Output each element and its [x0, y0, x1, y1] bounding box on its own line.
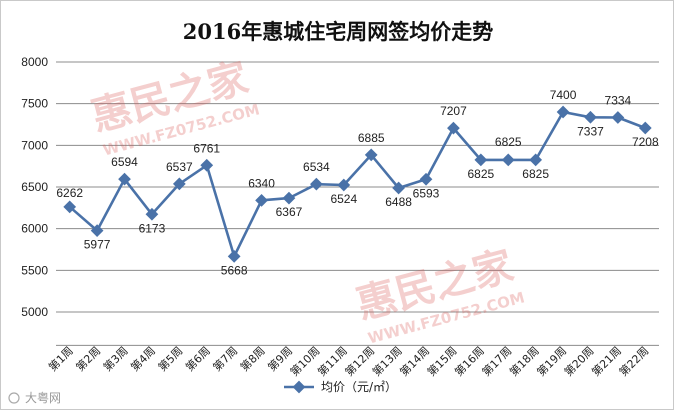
data-label: 6594: [111, 155, 138, 169]
x-tick-label: 第16周: [452, 344, 487, 379]
data-label: 6885: [358, 131, 385, 145]
data-point: [63, 200, 77, 214]
data-label: 6825: [495, 135, 522, 149]
legend-label: 均价（元/㎡）: [321, 380, 397, 394]
x-tick-label: 第3周: [100, 344, 130, 374]
x-tick-label: 第14周: [397, 344, 432, 379]
x-tick-label: 第4周: [128, 344, 158, 374]
data-point: [200, 158, 214, 172]
x-tick-label: 第20周: [561, 344, 596, 379]
source-logo: 大粤网: [8, 390, 61, 405]
source-logo-icon: [8, 392, 20, 404]
data-point: [145, 207, 159, 221]
data-label: 6761: [193, 141, 220, 155]
data-point: [419, 172, 433, 186]
x-tick-label: 第12周: [342, 344, 377, 379]
y-tick-label: 8000: [21, 55, 48, 69]
y-tick-label: 5000: [21, 305, 48, 319]
x-tick-label: 第11周: [315, 344, 350, 379]
data-point: [611, 111, 625, 124]
data-label: 6367: [276, 205, 303, 219]
data-point: [310, 177, 323, 191]
source-text: 大粤网: [25, 390, 61, 405]
data-label: 7207: [440, 104, 467, 118]
x-tick-label: 第1周: [45, 344, 75, 374]
data-label: 7337: [577, 124, 604, 138]
gridlines: [56, 61, 659, 346]
x-tick-label: 第10周: [287, 344, 322, 379]
data-label: 6537: [166, 160, 193, 174]
x-tick-label: 第18周: [506, 344, 541, 379]
data-label: 7334: [605, 94, 632, 108]
x-tick-label: 第7周: [210, 344, 240, 374]
chart-title: 2016年惠城住宅周网签均价走势: [183, 19, 493, 44]
data-label: 6825: [522, 167, 549, 181]
x-axis-tick-labels: 第1周第2周第3周第4周第5周第6周第7周第8周第9周第10周第11周第12周第…: [45, 344, 651, 379]
data-point: [584, 110, 597, 124]
legend: 均价（元/㎡）: [284, 380, 397, 394]
data-label: 6534: [303, 160, 330, 174]
data-point: [501, 153, 515, 167]
x-tick-label: 第6周: [182, 344, 212, 374]
y-tick-label: 6500: [21, 180, 48, 194]
legend-marker-icon: [292, 380, 306, 394]
data-point: [638, 121, 652, 135]
data-label: 6262: [56, 186, 83, 200]
x-tick-label: 第19周: [534, 344, 569, 379]
data-point: [282, 191, 296, 205]
data-point: [529, 153, 543, 167]
data-point: [255, 193, 268, 207]
data-label: 5977: [84, 238, 111, 252]
y-tick-label: 5500: [21, 263, 48, 277]
y-tick-label: 7000: [21, 138, 48, 152]
data-point: [172, 177, 186, 191]
data-label: 6524: [330, 192, 357, 206]
data-point: [556, 105, 570, 119]
data-label: 6173: [139, 221, 166, 235]
data-point: [90, 224, 104, 237]
data-point: [474, 153, 488, 167]
data-label: 7208: [632, 135, 659, 149]
data-point: [364, 148, 378, 162]
data-point: [337, 178, 351, 192]
x-tick-label: 第15周: [424, 344, 459, 379]
data-point: [392, 181, 405, 195]
data-point: [227, 249, 241, 263]
y-tick-label: 7500: [21, 97, 48, 111]
data-label: 7400: [550, 88, 577, 102]
data-label: 6593: [413, 186, 440, 200]
x-tick-label: 第17周: [479, 344, 514, 379]
x-tick-label: 第5周: [155, 344, 185, 374]
x-tick-label: 第21周: [589, 344, 624, 379]
y-axis-tick-labels: 5000 5500 6000 6500 7000 7500 8000: [21, 55, 48, 319]
x-tick-label: 第13周: [369, 344, 404, 379]
x-tick-label: 第22周: [616, 344, 651, 379]
series-line: [68, 110, 646, 258]
y-tick-label: 6000: [21, 222, 48, 236]
data-point: [447, 121, 460, 135]
data-label: 6825: [467, 167, 494, 181]
data-label: 6488: [385, 195, 412, 209]
data-label: 6340: [248, 176, 275, 190]
x-tick-label: 第8周: [237, 344, 267, 374]
x-tick-label: 第2周: [73, 344, 103, 374]
data-label: 5668: [221, 263, 248, 277]
data-point: [118, 172, 131, 186]
